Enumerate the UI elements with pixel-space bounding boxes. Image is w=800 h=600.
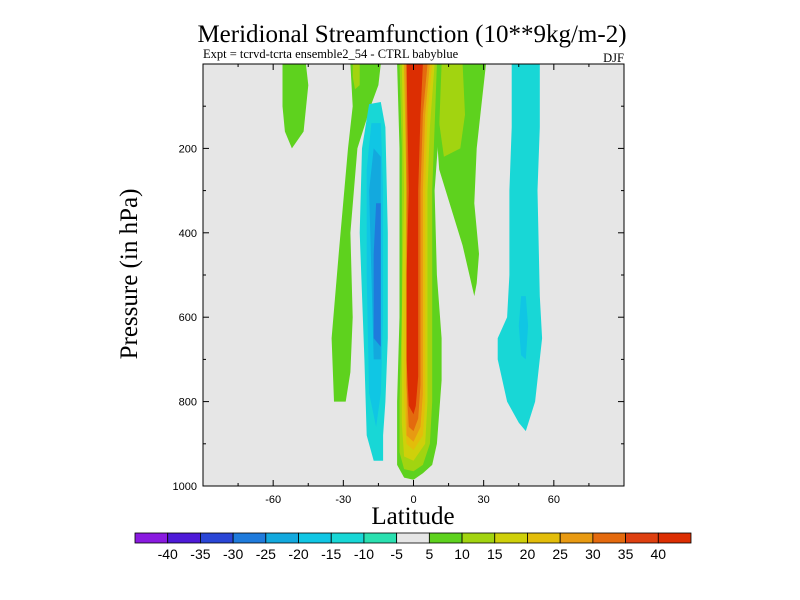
colorbar-swatch xyxy=(559,532,594,544)
colorbar-label: -20 xyxy=(288,546,308,562)
colorbar-label: 10 xyxy=(454,546,470,562)
x-tick-label: 0 xyxy=(410,494,416,506)
colorbar-swatch xyxy=(428,532,463,544)
colorbar-label: -30 xyxy=(223,546,243,562)
contour-regions xyxy=(282,64,543,480)
x-tick-label: 30 xyxy=(478,494,490,506)
colorbar-label: -10 xyxy=(354,546,374,562)
x-tick-label: -60 xyxy=(265,494,281,506)
chart-title: Meridional Streamfunction (10**9kg/m-2) xyxy=(197,21,626,48)
colorbar-swatch xyxy=(232,532,267,544)
colorbar-swatch xyxy=(494,532,528,544)
contour-cell-yellow-left xyxy=(352,64,360,90)
colorbar-swatch xyxy=(592,532,626,544)
colorbar-label: -25 xyxy=(256,546,276,562)
season-label: DJF xyxy=(603,51,624,65)
colorbar-swatch xyxy=(330,532,365,544)
colorbar-swatch xyxy=(657,532,692,544)
contour-nh-ferrel-cell-inner xyxy=(518,296,529,360)
colorbar-swatch xyxy=(298,532,332,544)
contour-southern-hadley-cell-core xyxy=(373,203,381,347)
contour-cell-core xyxy=(406,64,423,415)
colorbar-label: 15 xyxy=(487,546,503,562)
colorbar-label: 40 xyxy=(651,546,667,562)
y-tick-label: 200 xyxy=(179,143,197,155)
y-tick-label: 800 xyxy=(179,397,197,409)
colorbar-swatch xyxy=(265,532,299,544)
y-tick-label: 400 xyxy=(179,228,197,240)
y-tick-label: 600 xyxy=(179,312,197,324)
y-axis-title: Pressure (in hPa) xyxy=(116,189,143,360)
colorbar-label: -5 xyxy=(390,546,403,562)
plot-area: -60 -30 0 30 60 200 400 600 800 1000 xyxy=(173,63,625,506)
x-tick-label: 60 xyxy=(548,494,560,506)
contour-nh-yellow-band xyxy=(436,64,465,157)
colorbar-swatch xyxy=(167,532,201,544)
colorbar-label: 30 xyxy=(585,546,601,562)
colorbar-swatch xyxy=(363,532,398,544)
colorbar: -40 -35 -30 -25 -20 -15 -10 -5 5 10 15 20 25 30 35 40 xyxy=(134,532,692,562)
x-tick-label: -30 xyxy=(335,494,351,506)
colorbar-label: 20 xyxy=(520,546,536,562)
colorbar-label: 35 xyxy=(618,546,634,562)
x-axis-title: Latitude xyxy=(371,503,454,530)
colorbar-swatch xyxy=(396,532,430,544)
contour-tropical-green-lobe xyxy=(331,64,381,402)
contour-sh-positive-green xyxy=(282,64,309,149)
colorbar-swatch xyxy=(625,532,659,544)
axis-ticks: -60 -30 0 30 60 200 400 600 800 1000 xyxy=(173,64,624,506)
colorbar-swatch xyxy=(461,532,496,544)
colorbar-label: -15 xyxy=(321,546,341,562)
chart-subtitle: Expt = tcrvd-tcrta ensemble2_54 - CTRL b… xyxy=(203,47,459,61)
colorbar-label: -40 xyxy=(158,546,178,562)
y-tick-label: 1000 xyxy=(173,481,197,493)
colorbar-label: 5 xyxy=(425,546,433,562)
colorbar-label: -35 xyxy=(190,546,210,562)
colorbar-swatch xyxy=(527,532,561,544)
colorbar-swatch xyxy=(134,532,169,544)
colorbar-swatch xyxy=(200,532,234,544)
contour-nh-ferrel-cell-outer xyxy=(497,64,543,432)
colorbar-label: 25 xyxy=(552,546,568,562)
